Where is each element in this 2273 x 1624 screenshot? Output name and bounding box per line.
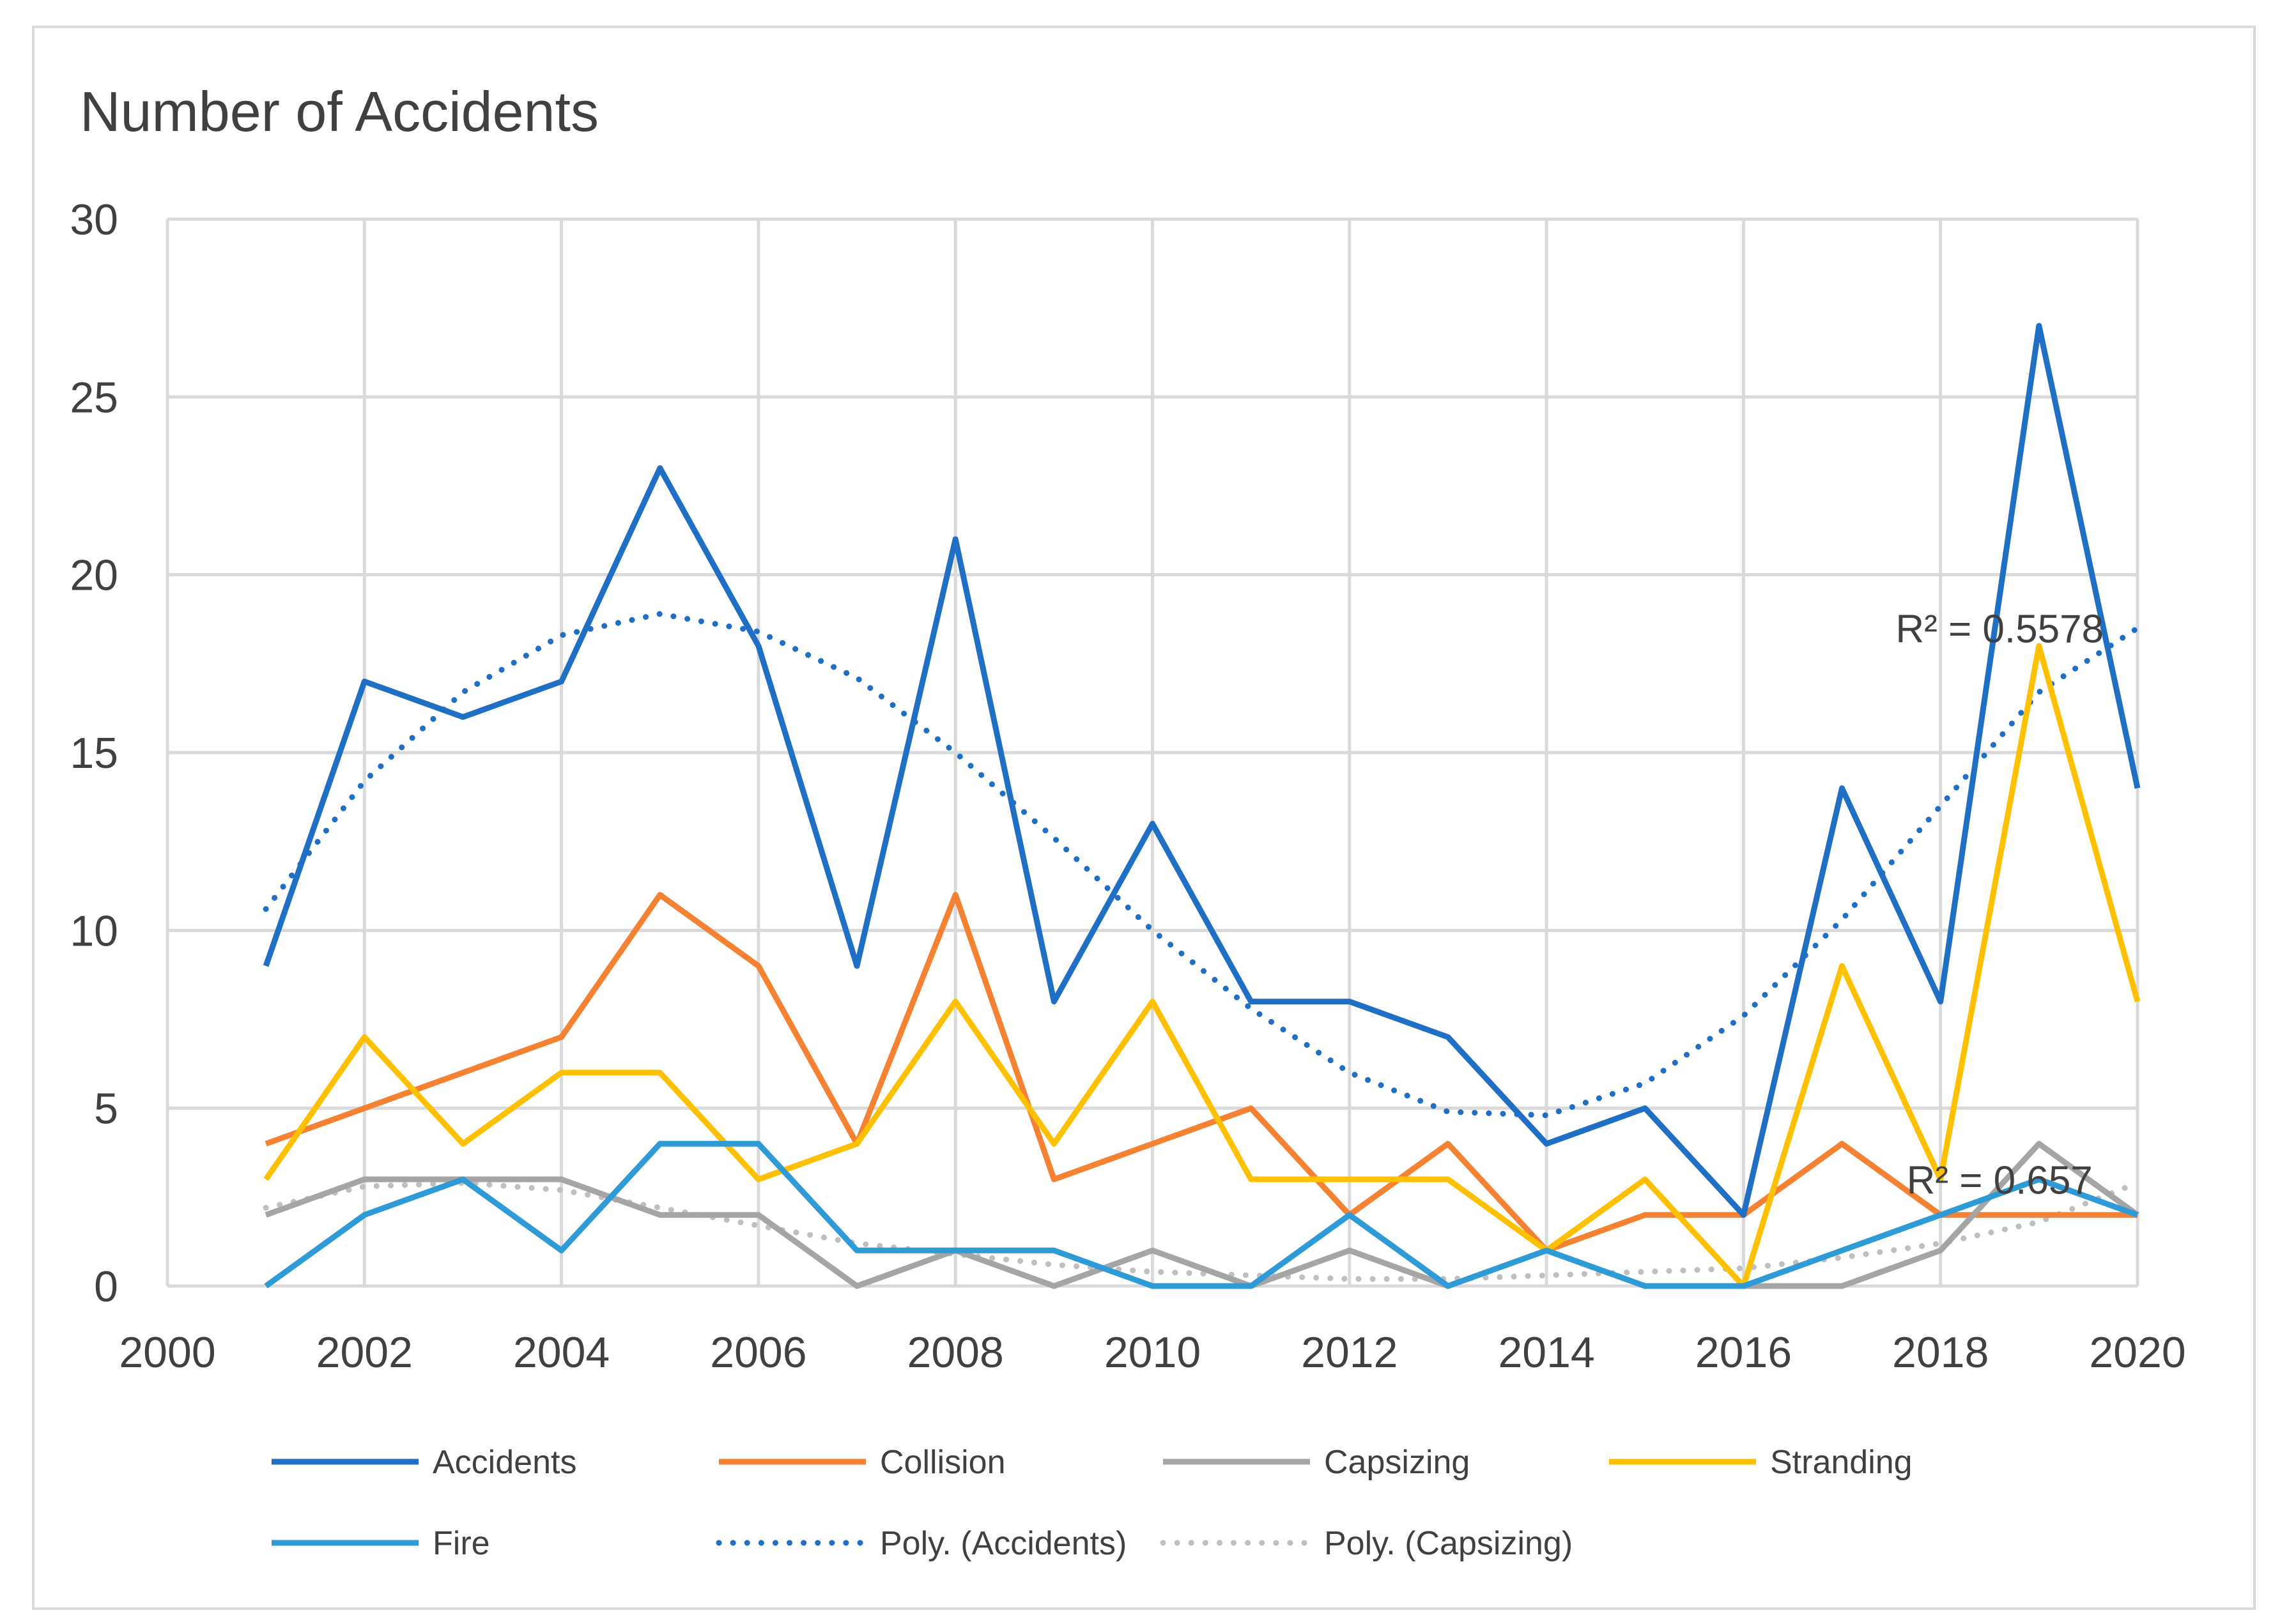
legend-label-poly-accidents: Poly. (Accidents) (880, 1525, 1127, 1562)
legend-label-capsizing: Capsizing (1324, 1444, 1470, 1481)
y-tick-label: 20 (70, 551, 118, 600)
axes: 0 5 10 15 20 25 30 2000 2002 2004 2006 2008 2010 2012… (70, 195, 2185, 1377)
x-tick-label: 2010 (1104, 1328, 1201, 1377)
r-squared-label: R² = 0.657 (1907, 1158, 2093, 1202)
chart-frame (32, 26, 2256, 1610)
grid (166, 217, 2139, 1288)
series-line-poly-capsizing (263, 1180, 2141, 1282)
series-line-accidents (263, 323, 2141, 1218)
x-tick-label: 2012 (1301, 1328, 1398, 1377)
series-line-stranding (263, 643, 2141, 1289)
legend-label-poly-capsizing: Poly. (Capsizing) (1324, 1525, 1573, 1562)
x-tick-label: 2004 (513, 1328, 610, 1377)
series-line-collision (265, 892, 2138, 1253)
series-lines (263, 323, 2141, 1289)
x-tick-label: 2020 (2089, 1328, 2185, 1377)
x-tick-label: 2006 (710, 1328, 806, 1377)
x-tick-label: 2002 (316, 1328, 413, 1377)
chart-title: Number of Accidents (80, 80, 599, 143)
y-tick-label: 30 (70, 195, 118, 244)
legend: Accidents Collision Capsizing Stranding Fire… (272, 1444, 1913, 1562)
x-tick-label: 2008 (907, 1328, 1004, 1377)
r-squared-label: R² = 0.5578 (1895, 607, 2104, 651)
y-tick-label: 15 (70, 729, 118, 778)
y-tick-label: 5 (94, 1085, 118, 1133)
series-line-capsizing (265, 1140, 2139, 1289)
legend-label-collision: Collision (880, 1444, 1006, 1481)
legend-label-accidents: Accidents (433, 1444, 576, 1481)
series-line-poly-accidents (263, 611, 2141, 1119)
y-tick-label: 0 (94, 1262, 118, 1311)
legend-label-stranding: Stranding (1770, 1444, 1913, 1481)
x-tick-label: 2014 (1498, 1328, 1594, 1377)
series-line-fire (264, 1140, 2139, 1289)
y-tick-label: 10 (70, 907, 118, 955)
x-tick-label: 2000 (119, 1328, 215, 1377)
x-tick-label: 2016 (1695, 1328, 1792, 1377)
y-tick-label: 25 (70, 373, 118, 422)
annotations: R² = 0.5578 R² = 0.657 (1895, 607, 2104, 1202)
legend-label-fire: Fire (433, 1525, 490, 1562)
x-tick-label: 2018 (1892, 1328, 1989, 1377)
